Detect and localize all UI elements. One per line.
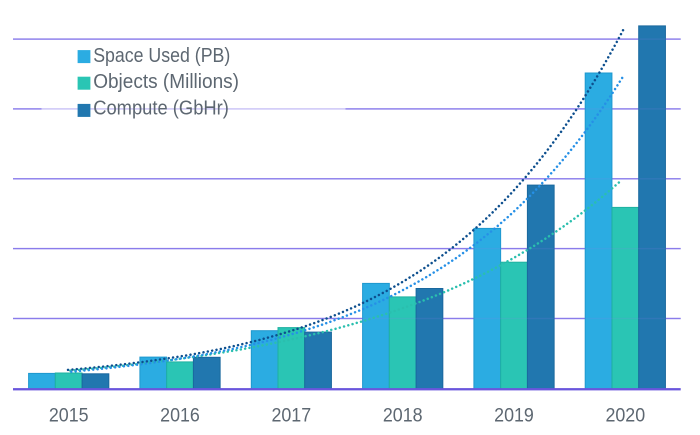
svg-text:2018: 2018 [383,405,423,427]
svg-text:2020: 2020 [605,405,645,427]
svg-text:2017: 2017 [271,405,311,427]
svg-text:Compute (GbHr): Compute (GbHr) [93,97,229,119]
svg-text:2015: 2015 [49,405,89,427]
svg-text:Space Used (PB): Space Used (PB) [93,45,230,67]
svg-text:Objects (Millions): Objects (Millions) [93,71,239,93]
svg-text:2019: 2019 [494,405,534,427]
svg-text:2016: 2016 [160,405,200,427]
